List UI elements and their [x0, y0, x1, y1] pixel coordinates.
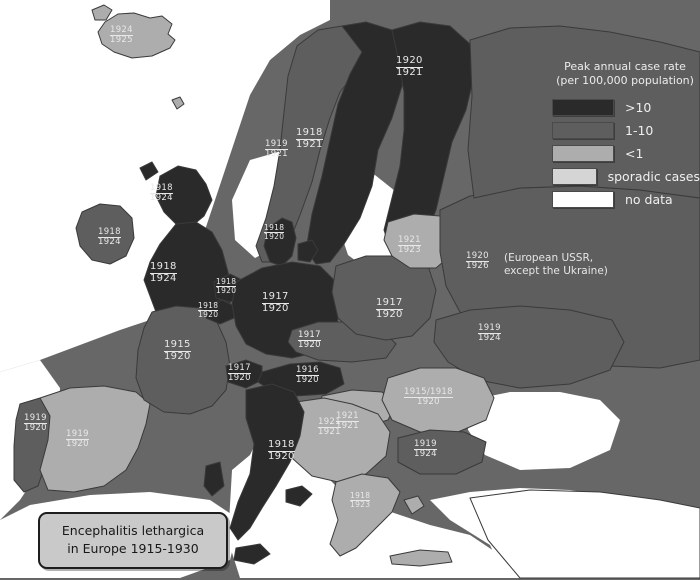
region-bulgaria [397, 429, 487, 475]
region-faroe [171, 96, 185, 110]
region-scotland-isles [139, 161, 159, 181]
legend-label-low: <1 [625, 145, 644, 161]
legend-swatch-sporadic [552, 167, 597, 185]
legend-swatch-low [552, 144, 614, 162]
region-scotland [155, 165, 213, 227]
region-italy-heel [285, 485, 313, 507]
map-title-line2: in Europe 1915-1930 [67, 540, 199, 556]
legend-item-high[interactable]: >10 [552, 98, 700, 117]
legend-title-line1: Peak annual case rate [564, 60, 686, 73]
region-sicily [233, 543, 271, 565]
legend-title: Peak annual case rate (per 100,000 popul… [552, 60, 698, 89]
legend-swatch-high [552, 98, 614, 116]
legend-item-nodata[interactable]: no data [552, 190, 700, 209]
legend-swatch-nodata [552, 190, 614, 208]
region-romania [381, 367, 495, 433]
legend-title-line2: (per 100,000 population) [556, 74, 694, 88]
region-anatolia [469, 489, 700, 579]
legend-item-mid[interactable]: 1-10 [552, 121, 700, 140]
region-greece-islands [403, 495, 425, 515]
black-sea [468, 392, 620, 470]
map-title-box: Encephalitis lethargica in Europe 1915-1… [38, 512, 228, 569]
region-iceland-nw [91, 4, 113, 21]
region-denmark-isles [297, 239, 319, 263]
legend-label-nodata: no data [625, 191, 673, 207]
region-greece [329, 473, 401, 557]
legend-swatch-mid [552, 121, 614, 139]
region-denmark [263, 217, 297, 267]
legend: Peak annual case rate (per 100,000 popul… [552, 60, 700, 213]
region-crete [389, 549, 453, 567]
region-italy [229, 383, 305, 541]
region-ireland [75, 203, 135, 265]
legend-label-sporadic: sporadic cases [607, 168, 700, 184]
legend-label-high: >10 [625, 99, 652, 115]
legend-item-low[interactable]: <1 [552, 144, 700, 163]
region-sardinia [203, 461, 225, 497]
legend-item-sporadic[interactable]: sporadic cases [552, 167, 700, 186]
legend-label-mid: 1-10 [625, 122, 654, 138]
region-iceland [97, 12, 176, 59]
region-ukraine [433, 305, 625, 389]
map-title-line1: Encephalitis lethargica [61, 523, 205, 538]
region-spain [39, 385, 151, 493]
region-france [135, 305, 231, 415]
region-switzerland [225, 359, 263, 389]
